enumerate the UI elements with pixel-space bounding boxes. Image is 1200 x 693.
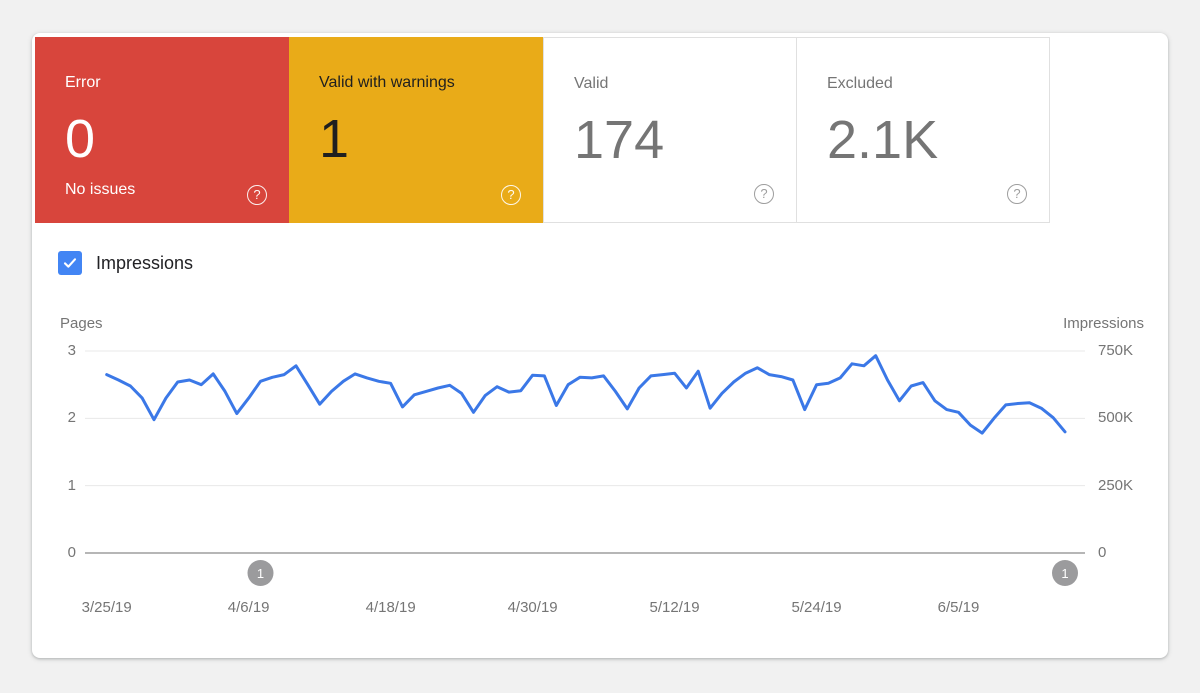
impressions-toggle[interactable]: Impressions (58, 251, 193, 275)
card-warnings-value: 1 (319, 109, 350, 169)
issue-marker-count: 1 (257, 566, 264, 581)
status-cards-row: Error 0 No issues ? Valid with warnings … (35, 37, 1050, 223)
card-error-subtitle: No issues (65, 181, 136, 198)
help-icon[interactable]: ? (247, 185, 267, 205)
card-excluded-value: 2.1K (827, 110, 939, 170)
impressions-axis-tick: 750K (1098, 342, 1134, 359)
impressions-axis-tick: 250K (1098, 476, 1134, 494)
pages-axis-tick: 0 (67, 544, 76, 561)
impressions-line (105, 354, 1067, 435)
issue-marker[interactable] (1052, 560, 1078, 586)
card-error-value: 0 (65, 109, 96, 169)
impressions-toggle-label: Impressions (96, 252, 194, 273)
impressions-axis-tick: 0 (1098, 544, 1107, 561)
card-error-title: Error (65, 74, 101, 91)
card-error[interactable]: Error 0 No issues ? (35, 37, 289, 223)
date-tick-label: 4/30/19 (507, 599, 558, 616)
date-tick-label: 3/25/19 (81, 599, 132, 616)
date-tick-label: 4/6/19 (227, 599, 270, 616)
help-icon[interactable]: ? (1007, 184, 1027, 204)
card-valid-value: 174 (574, 110, 665, 170)
card-excluded[interactable]: Excluded 2.1K ? (796, 37, 1050, 223)
date-tick-label: 4/18/19 (365, 599, 416, 616)
pages-axis-tick: 3 (67, 342, 76, 359)
card-excluded-title: Excluded (827, 75, 893, 92)
date-tick-label: 5/12/19 (649, 599, 700, 616)
issue-marker[interactable] (247, 560, 274, 586)
card-valid-with-warnings[interactable]: Valid with warnings 1 ? (289, 37, 543, 223)
impressions-checkbox[interactable] (58, 251, 82, 275)
check-icon (63, 258, 77, 268)
card-warnings-title: Valid with warnings (319, 74, 455, 91)
impressions-axis-title: Impressions (1063, 315, 1144, 332)
card-valid[interactable]: Valid 174 ? (543, 37, 797, 223)
coverage-report-panel: Error 0 No issues ? Valid with warnings … (32, 33, 1168, 658)
card-valid-title: Valid (574, 75, 609, 92)
issue-marker-count: 1 (1061, 566, 1068, 581)
pages-axis-title: Pages (60, 315, 103, 332)
help-icon[interactable]: ? (501, 185, 521, 205)
date-tick-label: 5/24/19 (791, 599, 842, 616)
help-icon[interactable]: ? (754, 184, 774, 204)
impressions-axis-tick: 500K (1098, 409, 1134, 427)
date-tick-label: 6/5/19 (937, 599, 980, 616)
pages-axis-tick: 2 (67, 409, 76, 427)
pages-axis-tick: 1 (67, 476, 76, 494)
